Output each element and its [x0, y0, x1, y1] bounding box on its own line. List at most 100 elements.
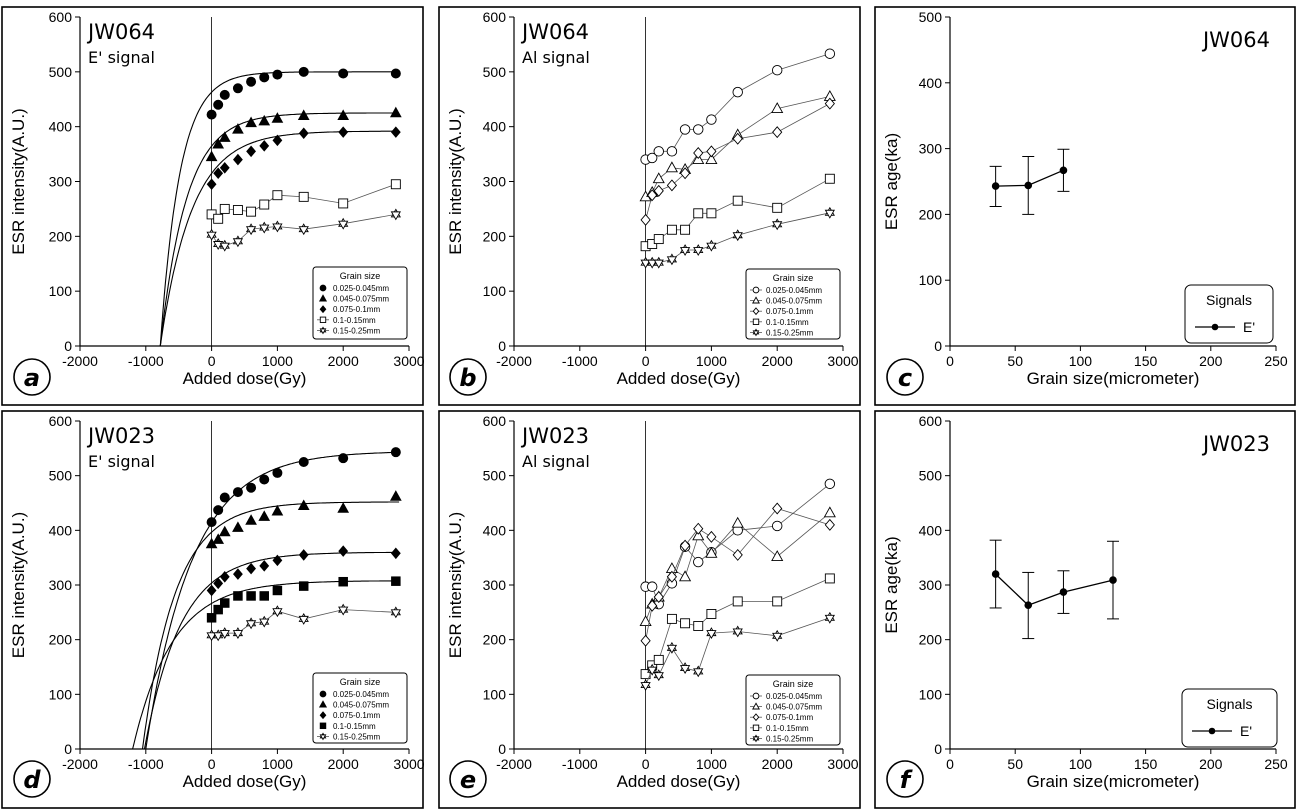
data-point — [338, 576, 348, 587]
legend-label: 0.045-0.075mm — [766, 297, 822, 306]
data-point-b — [732, 628, 743, 638]
x-axis-label: Grain size(micrometer) — [1027, 772, 1200, 791]
legend-label: 0.1-0.15mm — [766, 318, 809, 327]
y-tick-label: 400 — [49, 119, 73, 135]
data-point — [824, 518, 835, 531]
legend-box — [312, 266, 408, 340]
data-point — [680, 618, 691, 629]
legend-box — [745, 268, 841, 340]
series-E' — [989, 148, 1070, 215]
legend-title: Signals — [1206, 292, 1252, 308]
data-point-b — [666, 256, 678, 266]
data-point — [259, 140, 270, 152]
data-point-b — [213, 632, 224, 642]
signal-label: Al signal — [522, 452, 590, 471]
x-tick-label: 0 — [208, 756, 216, 772]
legend-title: Grain size — [340, 271, 381, 281]
fit-curve — [143, 551, 399, 750]
data-point — [213, 213, 224, 224]
data-point-b — [245, 226, 257, 236]
data-point — [259, 591, 269, 601]
data-point — [205, 150, 218, 162]
data-point — [680, 224, 691, 235]
legend-marker — [752, 724, 760, 731]
legend-label: 0.075-0.1mm — [766, 713, 813, 722]
series-0.045-0.075mm — [205, 490, 402, 549]
data-point — [772, 502, 783, 515]
data-point — [693, 244, 704, 256]
data-point-b — [653, 672, 664, 682]
data-point — [732, 229, 743, 242]
data-point — [1024, 601, 1033, 610]
y-tick-label: 500 — [919, 468, 943, 484]
y-axis-label: ESR intensity(A.U.) — [9, 512, 28, 658]
data-point — [731, 516, 744, 528]
data-point — [246, 591, 256, 601]
legend-title: Grain size — [773, 273, 814, 283]
data-point — [679, 570, 692, 582]
data-point — [653, 654, 664, 665]
panel-letter-badge — [13, 760, 51, 798]
data-point — [390, 606, 401, 619]
legend-marker — [319, 284, 327, 292]
data-point — [232, 123, 244, 134]
series-0.1-0.15mm — [206, 179, 401, 224]
data-point — [206, 228, 217, 241]
panel-letter: d — [23, 766, 41, 794]
data-point — [772, 596, 783, 607]
legend-label: E' — [1243, 319, 1255, 335]
data-point — [732, 596, 743, 607]
legend: Grain size 0.025-0.045mm 0.045-0.075mm0.07… — [312, 266, 408, 340]
x-tick-label: 50 — [1007, 756, 1023, 772]
sample-label: JW023 — [1201, 432, 1270, 456]
data-point-b — [679, 665, 691, 675]
legend-label: 0.025-0.045mm — [766, 286, 822, 295]
x-tick-label: 1000 — [262, 353, 293, 369]
fit-curve — [132, 580, 399, 750]
x-axis-label: Added dose(Gy) — [183, 772, 307, 791]
panel-d: -2000 -1000 0 1000 2000 3000 0 100 200 300 400 500 6… — [1, 410, 425, 809]
data-point-b — [206, 632, 217, 642]
data-point — [213, 505, 224, 516]
data-point-b — [647, 666, 658, 676]
data-point — [259, 474, 270, 485]
data-point — [390, 208, 401, 221]
data-point-b — [272, 223, 283, 233]
panel-letter: e — [460, 766, 476, 794]
data-point — [771, 64, 783, 76]
data-point — [338, 217, 349, 230]
data-point — [666, 570, 678, 583]
data-point — [653, 591, 664, 604]
panel-letter: a — [24, 364, 40, 392]
x-axis-label: Added dose(Gy) — [617, 369, 741, 388]
data-point — [1059, 166, 1068, 175]
data-point — [771, 550, 784, 561]
legend-marker — [752, 318, 760, 325]
x-tick-label: 3000 — [393, 756, 424, 772]
legend-label: 0.045-0.075mm — [766, 703, 822, 712]
legend-title: Grain size — [340, 677, 381, 687]
data-point — [666, 253, 678, 266]
x-tick-label: -1000 — [128, 353, 164, 369]
data-point — [272, 69, 283, 80]
data-point — [640, 634, 651, 647]
y-tick-label: 200 — [49, 228, 73, 244]
x-tick-label: -2000 — [496, 353, 532, 369]
y-tick-label: 0 — [64, 741, 72, 757]
legend-box — [745, 674, 841, 746]
series-line — [995, 573, 1114, 606]
x-tick-label: 150 — [1134, 353, 1158, 369]
data-point — [258, 114, 271, 126]
legend-marker — [319, 722, 327, 730]
y-tick-label: 500 — [483, 64, 507, 80]
legend-marker — [1211, 323, 1219, 331]
data-point-b — [232, 630, 244, 640]
x-axis-label: Added dose(Gy) — [617, 772, 741, 791]
data-point — [272, 190, 283, 201]
data-point — [272, 585, 283, 596]
y-tick-label: 100 — [49, 686, 73, 702]
legend-label: 0.1-0.15mm — [333, 316, 376, 325]
data-point — [206, 613, 217, 623]
data-point — [246, 482, 257, 493]
